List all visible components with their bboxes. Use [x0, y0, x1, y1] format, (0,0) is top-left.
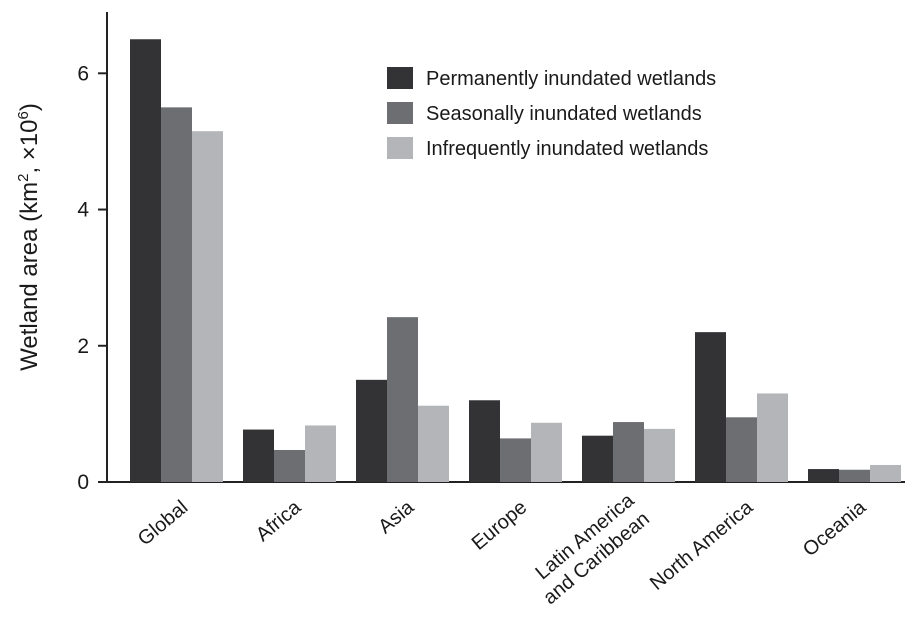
- legend-item: Permanently inundated wetlands: [387, 67, 716, 90]
- bar: [613, 422, 644, 482]
- x-tick-label: Europe: [468, 496, 532, 554]
- bar: [192, 131, 223, 483]
- x-tick-label: Oceania: [799, 496, 871, 561]
- bar: [418, 405, 449, 482]
- legend-swatch: [387, 67, 413, 89]
- bar: [582, 435, 613, 482]
- legend-item: Seasonally inundated wetlands: [387, 102, 702, 125]
- bar: [808, 469, 839, 482]
- y-tick-label: 4: [77, 199, 89, 222]
- y-tick-label: 2: [77, 335, 89, 358]
- category-group: [130, 39, 223, 483]
- bar: [839, 469, 870, 482]
- legend-label: Seasonally inundated wetlands: [426, 103, 702, 125]
- bar: [356, 379, 387, 482]
- x-tick-label: Africa: [252, 496, 306, 546]
- x-axis: Global Africa Asia Europe Latin Americaand C…: [107, 481, 905, 609]
- bar: [500, 438, 531, 482]
- category-group: [695, 332, 788, 482]
- x-tick-label: Global: [134, 496, 192, 550]
- bar: [870, 464, 901, 482]
- x-tick-label: Asia: [374, 496, 419, 538]
- legend-label: Infrequently inundated wetlands: [426, 138, 708, 160]
- bar: [726, 417, 757, 482]
- bar: [243, 429, 274, 482]
- category-group: [808, 464, 901, 482]
- x-tick-label: North America: [646, 496, 758, 595]
- category-group: [582, 422, 675, 482]
- legend: Permanently inundated wetlands Seasonally…: [387, 67, 716, 160]
- bar: [531, 422, 562, 482]
- y-axis: 0 2 4 6: [77, 12, 108, 494]
- bar: [644, 428, 675, 482]
- y-axis-label: Wetland area (km2, ×106): [15, 103, 43, 371]
- category-group: [243, 425, 336, 482]
- y-tick-label: 0: [77, 471, 89, 494]
- legend-label: Permanently inundated wetlands: [426, 68, 716, 90]
- category-group: [356, 317, 449, 482]
- category-group: [469, 400, 562, 482]
- bar: [161, 107, 192, 483]
- bar: [387, 317, 418, 482]
- bar: [305, 425, 336, 482]
- bars: [130, 39, 901, 483]
- legend-swatch: [387, 137, 413, 159]
- bar: [130, 39, 161, 483]
- y-axis-title: Wetland area (km2, ×106): [15, 103, 43, 371]
- bar: [469, 400, 500, 482]
- y-tick-label: 6: [77, 62, 89, 85]
- bar: [695, 332, 726, 482]
- x-tick-label: Latin Americaand Caribbean: [524, 489, 655, 609]
- legend-swatch: [387, 102, 413, 124]
- bar: [274, 449, 305, 482]
- bar: [757, 393, 788, 482]
- legend-item: Infrequently inundated wetlands: [387, 137, 708, 160]
